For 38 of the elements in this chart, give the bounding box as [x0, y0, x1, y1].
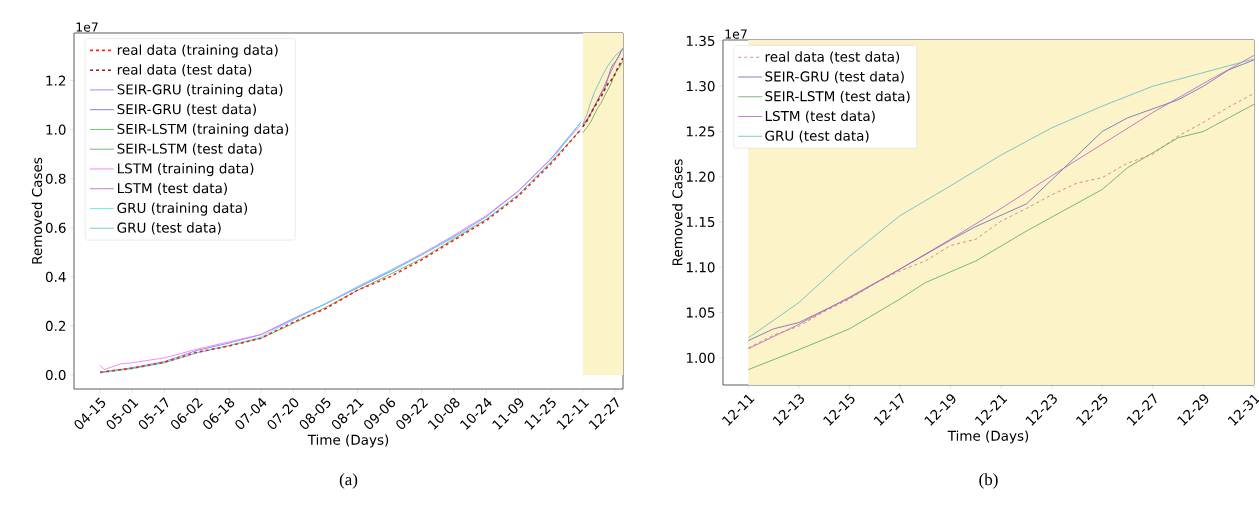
text: (b) — [979, 473, 998, 489]
y-tick-label: 1.35 — [686, 35, 715, 46]
y-tick-label: 0.2 — [45, 320, 66, 332]
legend-label: GRU (training data) — [117, 202, 248, 216]
x-axis-title: Time (Days) — [307, 434, 389, 448]
legend-label: SEIR-GRU (training data) — [117, 84, 283, 98]
text: 1e7 — [76, 22, 98, 32]
y-tick-label: 1.0 — [46, 124, 66, 135]
legend-label: SEIR-GRU (test data) — [765, 71, 904, 84]
y-tick-label: 0.8 — [45, 173, 66, 184]
y-tick-label: 1.30 — [686, 81, 715, 92]
legend-label: LSTM (test data) — [118, 182, 227, 195]
x-axis-title: Time (Days) — [947, 430, 1029, 444]
y-tick-label: 1.00 — [686, 352, 715, 363]
y-axis-title: Removed Cases — [31, 157, 43, 264]
y-tick-label: 1.05 — [686, 307, 715, 318]
legend-label: real data (test data) — [765, 51, 900, 64]
legend-label: SEIR-LSTM (training data) — [117, 123, 289, 137]
y-tick-label: 0.6 — [45, 222, 66, 233]
y-tick-label: 1.20 — [686, 171, 715, 182]
legend-label: real data (training data) — [117, 44, 278, 58]
text: 1e7 — [725, 29, 747, 39]
legend-label: SEIR-GRU (test data) — [117, 103, 256, 116]
legend-label: real data (test data) — [117, 64, 252, 77]
legend-label: SEIR-LSTM (test data) — [765, 90, 910, 103]
legend-label: SEIR-LSTM (test data) — [117, 143, 262, 156]
legend-label: LSTM (training data) — [118, 163, 254, 177]
legend-label: GRU (test data) — [765, 130, 869, 143]
legend-label: LSTM (test data) — [765, 110, 875, 123]
legend-label: GRU (test data) — [117, 222, 221, 235]
y-axis-title: Removed Cases — [672, 159, 683, 266]
y-tick-label: 0.4 — [45, 271, 66, 282]
y-tick-label: 1.2 — [46, 75, 66, 86]
y-tick-label: 1.10 — [686, 262, 715, 273]
y-tick-label: 1.15 — [686, 216, 715, 228]
text: (a) — [339, 473, 358, 489]
y-tick-label: 1.25 — [686, 126, 715, 137]
y-tick-label: 0.0 — [45, 369, 66, 381]
